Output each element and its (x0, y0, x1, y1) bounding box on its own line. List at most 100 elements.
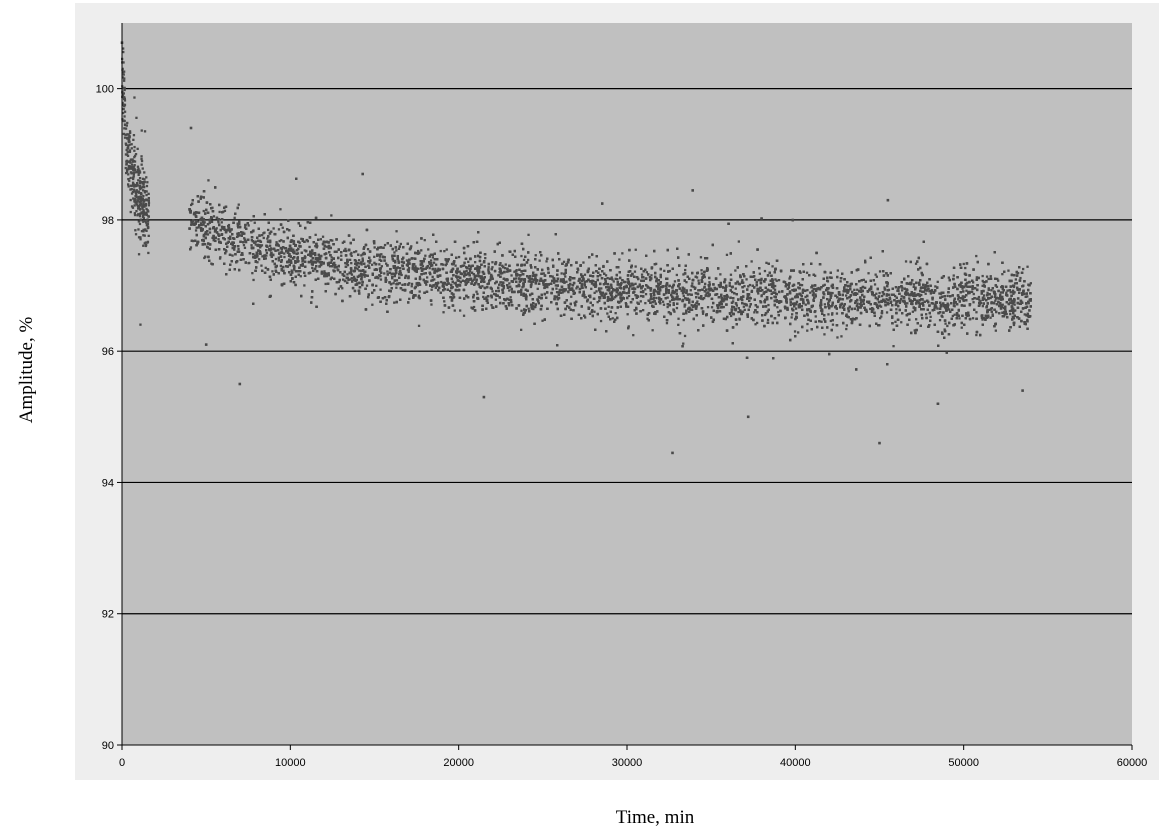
data-point (537, 295, 540, 298)
data-point (589, 294, 592, 297)
data-point (457, 283, 460, 286)
data-point (731, 290, 734, 294)
data-point (482, 295, 485, 299)
data-point (908, 297, 911, 300)
data-point (912, 285, 915, 288)
data-point (125, 143, 128, 146)
data-point (401, 288, 404, 292)
data-point (349, 258, 352, 261)
data-point (737, 240, 740, 243)
data-point (137, 207, 140, 210)
data-point (445, 248, 448, 251)
data-point (985, 304, 989, 308)
data-point (261, 234, 264, 237)
data-point (197, 220, 200, 223)
data-point (137, 236, 141, 239)
data-point (508, 298, 511, 301)
data-point (732, 300, 735, 303)
data-point (137, 171, 141, 175)
data-point (127, 168, 130, 171)
data-point (1026, 318, 1029, 321)
data-point (126, 151, 129, 154)
data-point (983, 281, 987, 284)
data-point (242, 244, 246, 247)
data-point (703, 273, 706, 276)
data-point (875, 275, 878, 278)
data-point (991, 313, 994, 316)
data-point (289, 259, 293, 262)
data-point (143, 181, 146, 184)
data-point (928, 290, 931, 293)
data-point (487, 266, 490, 269)
data-point (942, 303, 945, 306)
data-point (520, 328, 523, 331)
data-point (862, 278, 865, 281)
data-point (144, 202, 148, 206)
data-point (644, 288, 647, 291)
data-point (414, 265, 417, 268)
data-point (553, 281, 556, 284)
data-point (121, 101, 124, 105)
data-point (468, 269, 472, 272)
data-point (640, 273, 644, 276)
data-point (139, 180, 142, 183)
data-point (1017, 271, 1020, 275)
data-point (693, 303, 697, 306)
data-point (490, 304, 493, 307)
data-point (686, 293, 689, 296)
data-point (133, 145, 136, 149)
data-point (136, 199, 140, 202)
data-point (978, 303, 981, 306)
data-point (545, 260, 548, 263)
data-point (132, 159, 135, 163)
data-point (730, 314, 733, 318)
data-point (127, 138, 131, 141)
data-point (439, 249, 442, 253)
data-point (140, 181, 143, 184)
data-point (129, 131, 132, 134)
data-point (971, 298, 974, 301)
data-point (931, 298, 934, 301)
data-point (864, 286, 867, 289)
data-point (757, 279, 760, 282)
data-point (220, 221, 223, 224)
data-point (742, 305, 745, 308)
data-point (142, 212, 145, 216)
data-point (655, 296, 658, 300)
data-point (378, 263, 381, 266)
data-point (564, 264, 567, 267)
data-point (409, 291, 412, 294)
data-point (130, 192, 134, 195)
data-point (520, 293, 523, 296)
data-point (323, 270, 326, 273)
data-point (999, 291, 1003, 294)
data-point (204, 232, 207, 235)
data-point (611, 317, 614, 320)
data-point (256, 255, 259, 258)
data-point (657, 282, 660, 285)
data-point (562, 260, 566, 263)
data-point (426, 276, 429, 279)
data-point (765, 261, 768, 264)
data-point (346, 264, 350, 267)
data-point (433, 278, 436, 281)
data-point (766, 318, 770, 322)
data-point (856, 302, 859, 305)
data-point (646, 317, 649, 320)
data-point (211, 206, 214, 209)
data-point (794, 307, 798, 310)
data-point (410, 291, 413, 294)
data-point (192, 239, 195, 243)
data-point (417, 294, 421, 297)
data-point (697, 279, 700, 282)
data-point (981, 274, 984, 278)
data-point (360, 254, 363, 257)
data-point (350, 251, 353, 255)
data-point (247, 224, 250, 227)
data-point (502, 287, 505, 290)
data-point (243, 226, 247, 229)
data-point (912, 283, 916, 286)
data-point (696, 300, 699, 303)
data-point (123, 115, 126, 118)
data-point (143, 130, 147, 133)
